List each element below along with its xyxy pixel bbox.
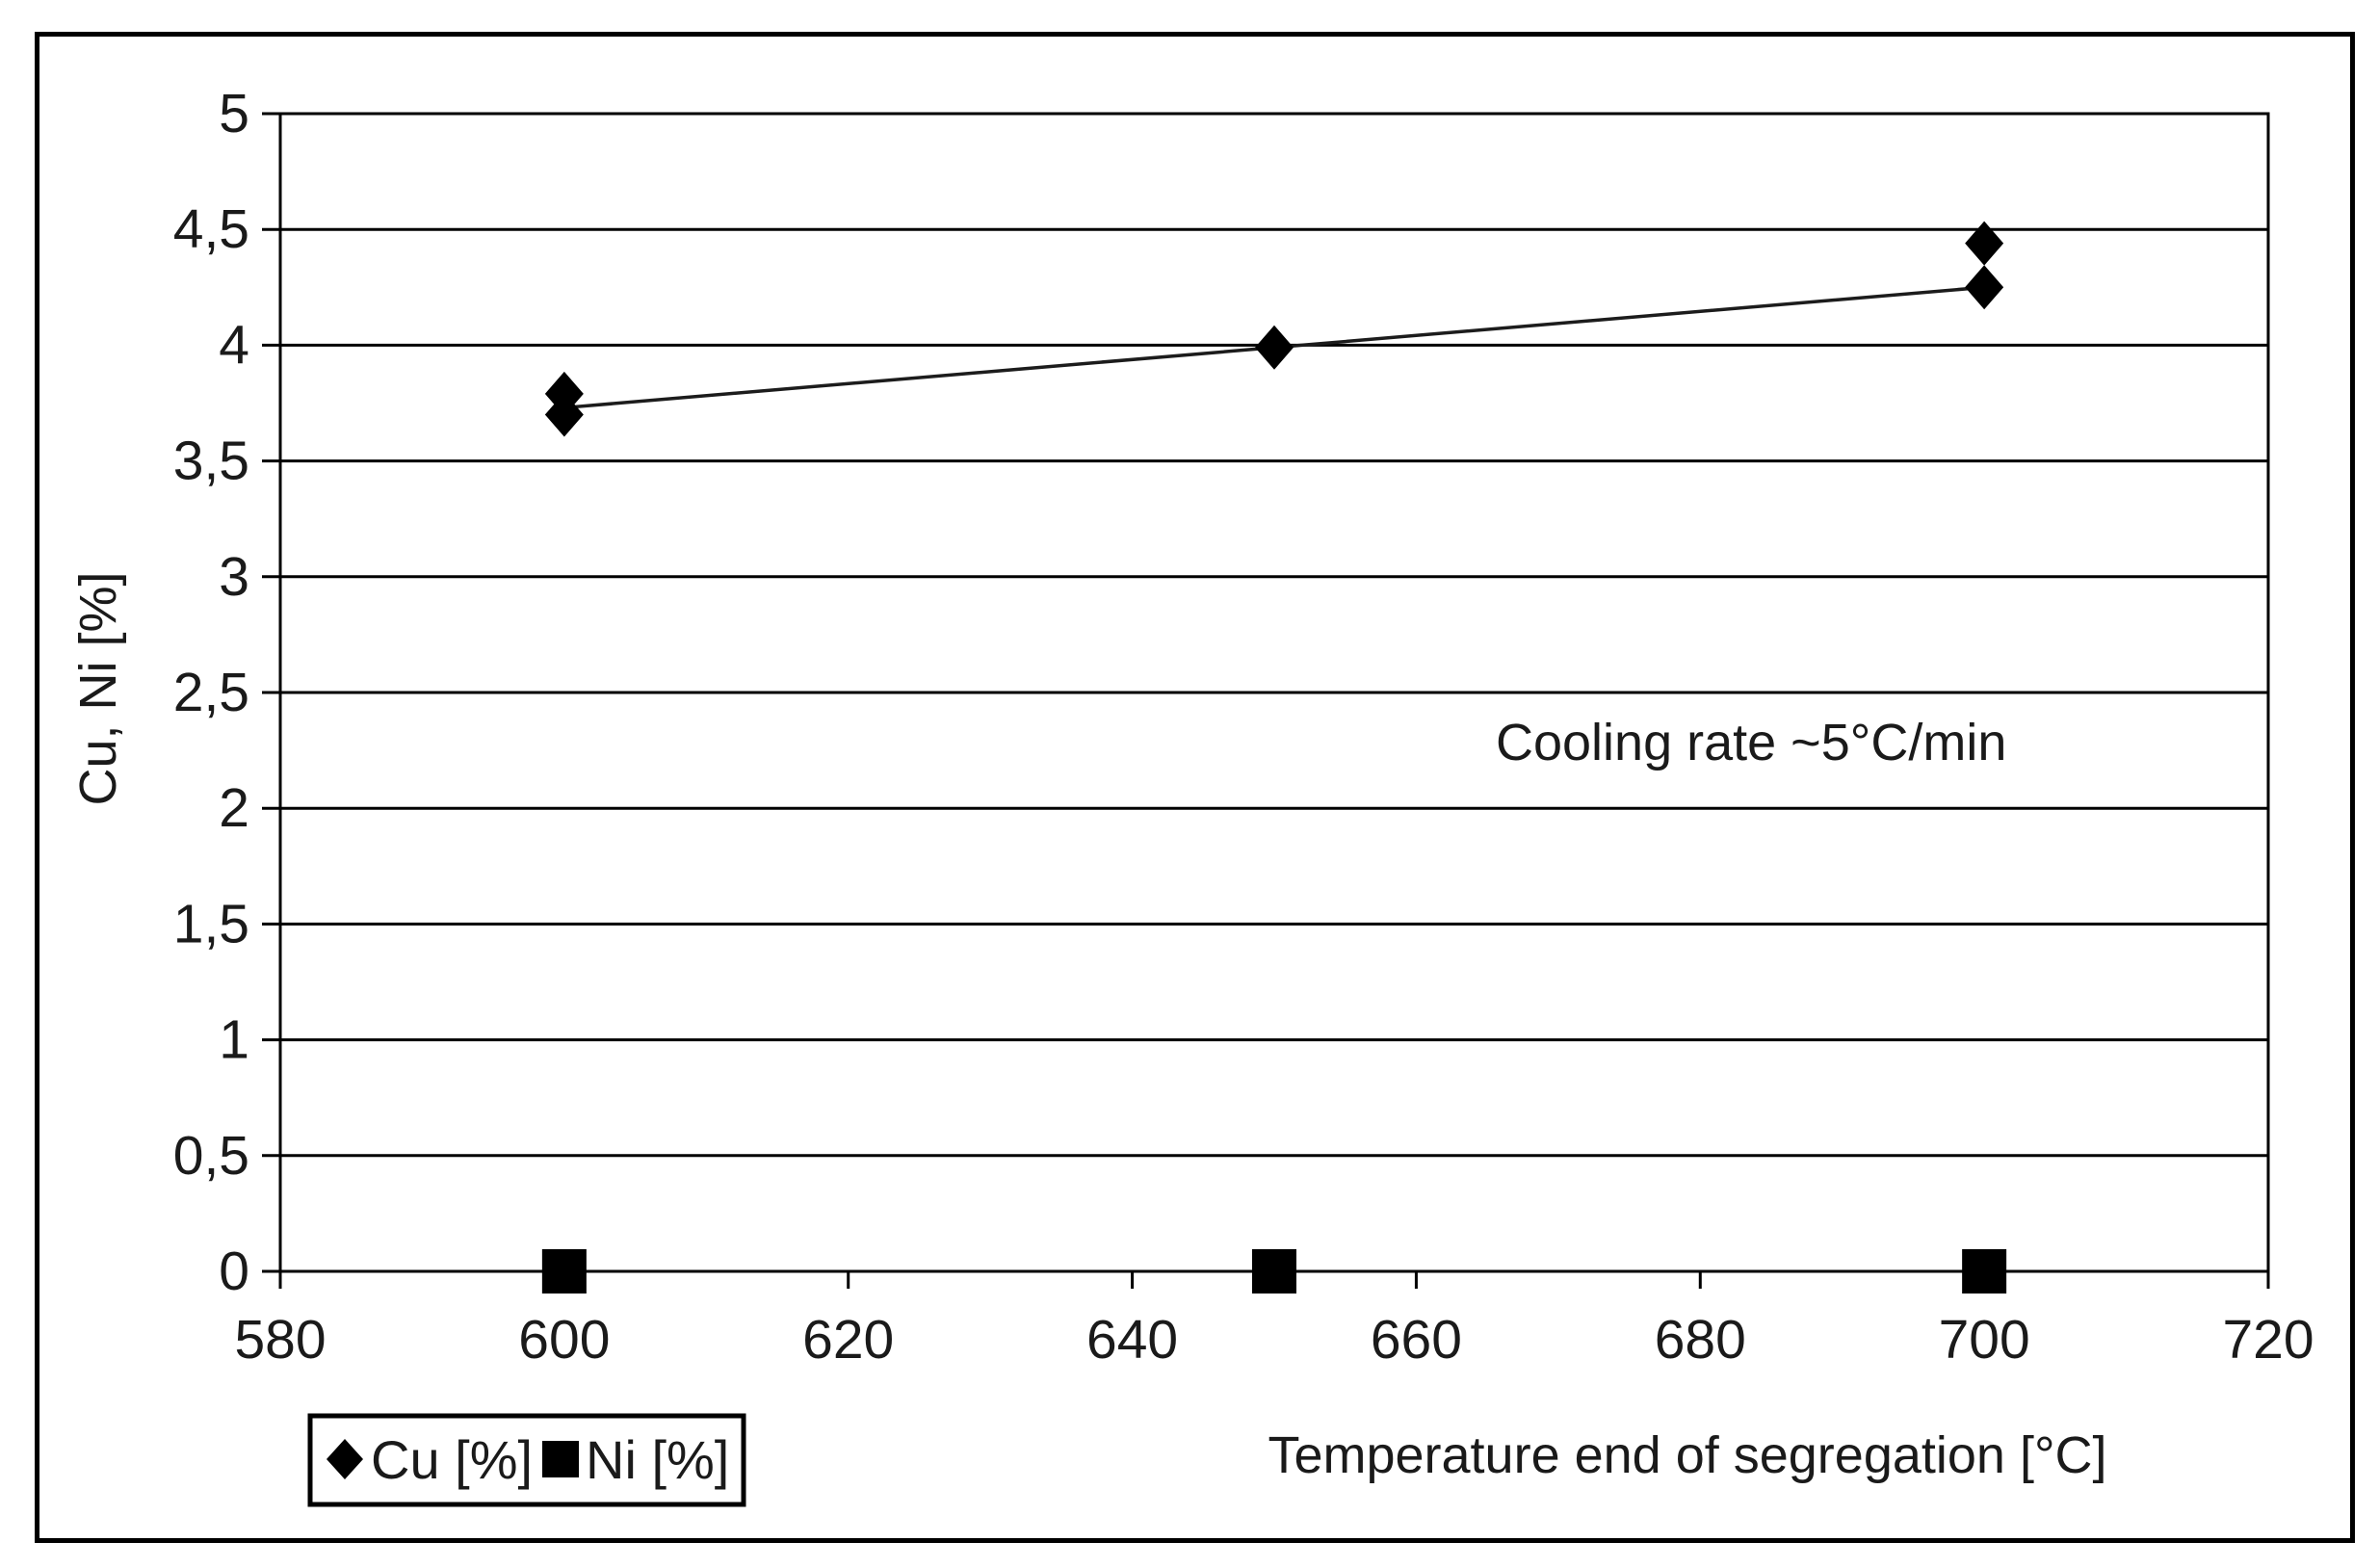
y-tick-label: 4 [219,314,249,376]
x-tick-label: 720 [2222,1309,2314,1371]
x-tick-label: 620 [802,1309,894,1371]
y-tick-label: 2 [219,777,249,839]
legend-ni-label: Ni [%] [586,1429,729,1490]
ni-data-point [541,1249,587,1294]
y-tick-label: 5 [219,83,249,144]
y-tick-label: 0,5 [173,1125,249,1187]
cu-data-point [544,371,584,416]
ni-data-point [1962,1249,2007,1294]
cu-data-point [1965,221,2004,266]
legend-cu-label: Cu [%] [371,1429,533,1490]
y-tick-label: 1 [219,1009,249,1071]
legend-border [307,1413,746,1507]
tick-label-layer: 0 0,5 1 1,5 2 2,5 3 3,5 4 4,5 5 580 600 620 640 660 680 7… [173,83,2314,1371]
y-tick-label: 4,5 [173,198,249,260]
x-tick-label: 700 [1939,1309,2030,1371]
cu-data-point [1965,265,2004,310]
legend: Cu [%] Ni [%] [307,1413,746,1507]
legend-ni-square-icon [542,1441,579,1477]
data-layer [541,221,2007,1294]
x-axis-title: Temperature end of segregation [°C] [1268,1426,2106,1484]
y-tick-label: 3 [219,546,249,608]
x-tick-label: 600 [518,1309,610,1371]
x-tick-label: 580 [234,1309,326,1371]
annotation-cooling-rate: Cooling rate ~5°C/min [1496,714,2006,771]
y-tick-label: 3,5 [173,431,249,492]
y-axis-title: Cu, Ni [%] [69,571,127,805]
y-tick-label: 0 [219,1241,249,1302]
x-tick-label: 680 [1655,1309,1746,1371]
y-tick-label: 2,5 [173,662,249,723]
ni-data-point [1252,1249,1296,1294]
x-tick-label: 660 [1371,1309,1462,1371]
y-tick-label: 1,5 [173,893,249,954]
x-tick-label: 640 [1086,1309,1178,1371]
legend-cu-diamond-icon [327,1439,363,1479]
cu-data-point [1255,325,1294,370]
